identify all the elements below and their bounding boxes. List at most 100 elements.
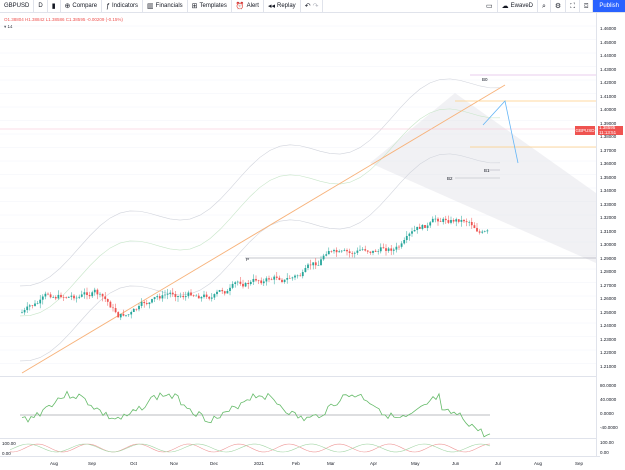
osc2-tick: 100.00 bbox=[600, 440, 614, 445]
osc2-label-bottom: 0.00 bbox=[2, 451, 11, 456]
candle-body bbox=[75, 297, 78, 299]
candle-body bbox=[83, 292, 86, 295]
plus-circle-icon: ⊕ bbox=[64, 2, 71, 10]
candle-body bbox=[299, 275, 302, 277]
candle-body bbox=[366, 250, 369, 252]
candle-body bbox=[182, 295, 185, 298]
time-tick: 2021 bbox=[254, 461, 265, 466]
fullscreen-button[interactable]: ⛶ bbox=[566, 0, 581, 12]
candle-body bbox=[283, 279, 286, 283]
candle-body bbox=[179, 295, 182, 297]
candle-body bbox=[125, 315, 127, 316]
cloud-icon: ☁ bbox=[501, 2, 509, 10]
price-axis[interactable]: 1.46000 1.45000 1.44000 1.43000 1.42000 1.410… bbox=[596, 13, 625, 456]
last-price-badge: 1.38595 11:13:51 bbox=[598, 125, 623, 135]
candle-body bbox=[463, 219, 465, 222]
financials-button[interactable]: ▥ Financials bbox=[143, 0, 188, 12]
publish-button[interactable]: Publish bbox=[593, 0, 625, 12]
candle-body bbox=[200, 297, 203, 299]
candle-body bbox=[348, 251, 351, 253]
price-tick: 1.33000 bbox=[600, 201, 617, 207]
candle-body bbox=[340, 250, 343, 252]
candle-body bbox=[312, 262, 315, 266]
candle-body bbox=[361, 249, 364, 250]
candle-body bbox=[247, 283, 250, 285]
time-tick: Sep bbox=[88, 461, 97, 466]
candle-body bbox=[426, 225, 429, 228]
price-tick: 1.42000 bbox=[600, 80, 617, 85]
wave-label[interactable]: B1 bbox=[484, 168, 490, 173]
osc-tick: 80.0000 bbox=[600, 383, 617, 388]
undo-redo[interactable]: ↶ ↷ bbox=[301, 0, 324, 12]
candle-body bbox=[73, 295, 75, 299]
candle-body bbox=[36, 303, 39, 304]
candle-body bbox=[218, 290, 221, 292]
price-tick: 1.36000 bbox=[600, 161, 617, 166]
price-chart[interactable]: B0 B1 B2 P bbox=[0, 13, 596, 376]
layout-icon-button[interactable]: ▭ bbox=[482, 0, 498, 12]
alert-button[interactable]: ⏰ Alert bbox=[232, 0, 264, 12]
stochastic-pane[interactable]: 100.00 0.00 bbox=[0, 438, 596, 457]
interval-button[interactable]: D bbox=[34, 0, 48, 12]
candle-body bbox=[203, 294, 205, 298]
candle-body bbox=[403, 239, 406, 244]
candle-body bbox=[117, 312, 120, 318]
candle-body bbox=[127, 314, 130, 316]
time-tick: Apr bbox=[370, 461, 378, 466]
time-tick: Aug bbox=[534, 461, 543, 466]
rewind-icon: ◂◂ bbox=[267, 2, 275, 10]
candle-style-button[interactable]: ▮ bbox=[48, 0, 61, 12]
candle-body bbox=[390, 248, 393, 251]
time-axis[interactable]: Aug Sep Oct Nov Dec 2021 Feb Mar Apr May Jun Jul Aug… bbox=[0, 456, 600, 470]
candle-body bbox=[278, 277, 281, 280]
candle-body bbox=[353, 252, 356, 254]
wave-label[interactable]: B2 bbox=[447, 176, 453, 181]
price-tick: 1.26000 bbox=[600, 296, 617, 301]
candle-body bbox=[244, 283, 247, 287]
candle-body bbox=[143, 301, 146, 304]
candle-body bbox=[65, 297, 68, 298]
search-button[interactable]: ⌕ bbox=[538, 0, 551, 12]
price-tick: 1.46000 bbox=[600, 26, 617, 31]
redo-icon[interactable]: ↷ bbox=[312, 2, 319, 10]
wave-label[interactable]: B0 bbox=[482, 77, 488, 82]
candle-body bbox=[317, 265, 320, 266]
price-tick: 1.32000 bbox=[600, 215, 617, 220]
candle-body bbox=[231, 283, 234, 288]
candle-body bbox=[226, 290, 229, 294]
compare-button[interactable]: ⊕ Compare bbox=[61, 0, 103, 12]
candle-body bbox=[413, 230, 416, 232]
osc2-tick: 0.00 bbox=[600, 450, 609, 455]
replay-label: Replay bbox=[277, 3, 296, 9]
candle-body bbox=[93, 289, 96, 293]
candle-body bbox=[434, 218, 437, 220]
candle-body bbox=[60, 294, 62, 298]
oscillator-pane[interactable] bbox=[0, 376, 596, 439]
function-icon: ƒ bbox=[106, 2, 111, 10]
candle-body bbox=[140, 301, 143, 306]
symbol-search[interactable]: GBPUSD bbox=[0, 0, 35, 12]
wave-label[interactable]: P bbox=[246, 257, 249, 262]
candle-body bbox=[28, 305, 31, 307]
price-tick: 1.31000 bbox=[600, 228, 617, 234]
templates-button[interactable]: ⊞ Templates bbox=[188, 0, 232, 12]
candle-body bbox=[138, 305, 140, 310]
settings-button[interactable]: ⚙ bbox=[551, 0, 567, 12]
candle-body bbox=[161, 295, 164, 299]
symbol-badge: GBPUSD bbox=[575, 126, 595, 135]
price-tick: 1.44000 bbox=[600, 53, 617, 58]
interval-label: D bbox=[38, 3, 43, 9]
snapshot-button[interactable]: ⌼ bbox=[580, 0, 594, 12]
replay-button[interactable]: ◂◂ Replay bbox=[264, 0, 301, 12]
indicators-button[interactable]: ƒ Indicators bbox=[102, 0, 144, 12]
cloud-button[interactable]: ☁ EwaveD bbox=[498, 0, 538, 12]
price-tick: 1.43000 bbox=[600, 66, 617, 72]
candle-body bbox=[166, 293, 169, 295]
candle-body bbox=[444, 218, 447, 221]
eye-icon[interactable]: ▾ bbox=[4, 24, 8, 29]
time-tick: Mar bbox=[327, 461, 335, 466]
candle-body bbox=[223, 291, 226, 294]
legend-indicator[interactable]: ▾ 14 bbox=[4, 24, 13, 30]
osc-tick: -40.0000 bbox=[600, 425, 618, 430]
undo-icon[interactable]: ↶ bbox=[304, 2, 311, 10]
